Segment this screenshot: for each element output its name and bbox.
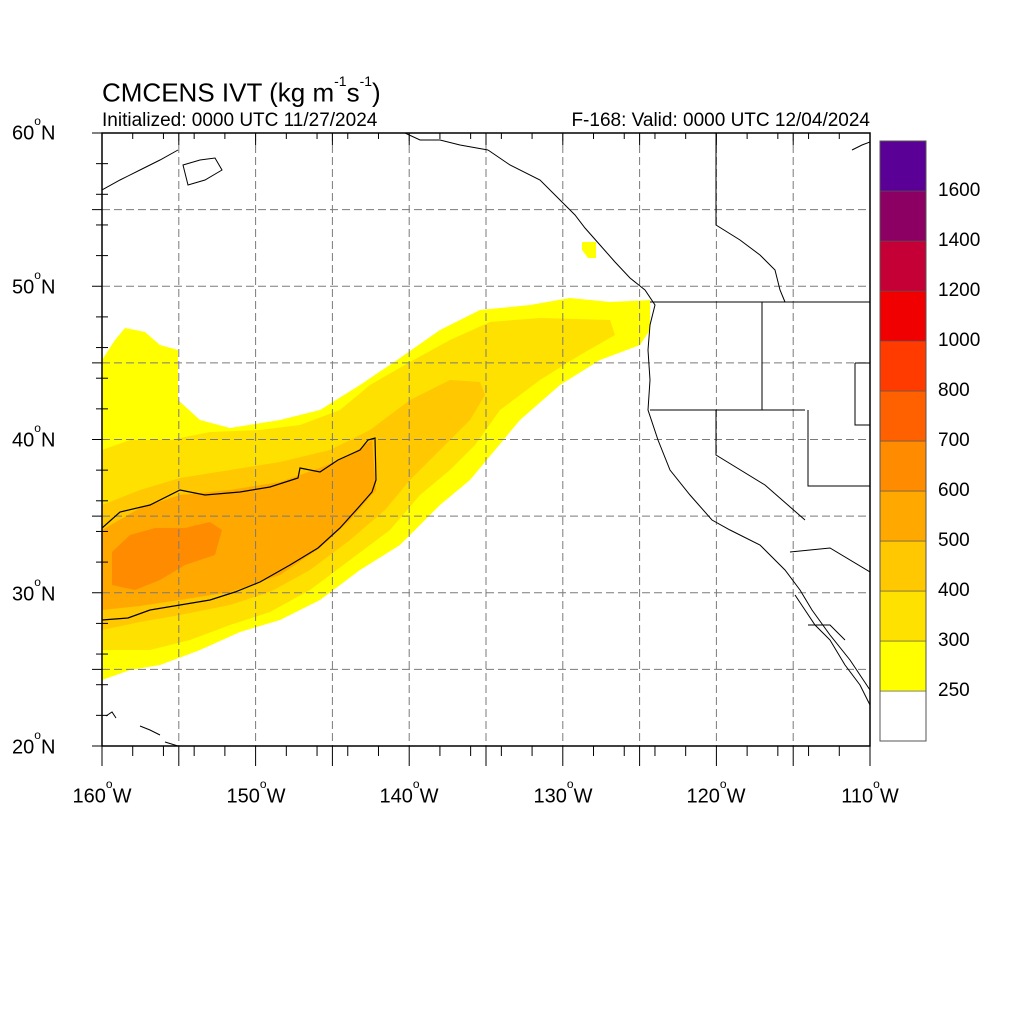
lat-label: 40oN <box>12 421 56 452</box>
coastline-segment <box>487 149 870 691</box>
ivt-contour <box>102 437 377 621</box>
colorbar-box <box>879 240 927 292</box>
colorbar-label: 800 <box>938 380 970 401</box>
ivt-region <box>112 522 222 590</box>
colorbar-box <box>879 440 927 492</box>
coastline-segment <box>715 410 806 521</box>
colorbar-label: 500 <box>938 530 970 551</box>
colorbar-label: 250 <box>938 680 970 701</box>
coastline-segment <box>794 594 870 706</box>
lat-label: 60oN <box>12 114 56 145</box>
colorbar-box <box>879 340 927 392</box>
ivt-region <box>582 242 596 258</box>
colorbar-box <box>879 490 927 542</box>
coastline-segment <box>404 133 489 151</box>
colorbar-box <box>879 190 927 242</box>
ivt-shading <box>102 242 650 680</box>
lon-label: 160oW <box>72 777 132 808</box>
colorbar-box <box>879 540 927 592</box>
colorbar-label: 1000 <box>938 330 981 351</box>
lon-label: 130oW <box>533 777 593 808</box>
lon-label: 110oW <box>841 777 899 808</box>
coastline-segment <box>789 547 870 573</box>
lon-label: 120oW <box>686 777 746 808</box>
colorbar-box <box>879 290 927 342</box>
colorbar-label: 1200 <box>938 280 981 301</box>
colorbar-box <box>879 640 927 692</box>
valid-time-label: F-168: Valid: 0000 UTC 12/04/2024 <box>571 110 870 131</box>
lon-label: 140oW <box>379 777 439 808</box>
colorbar-label: 600 <box>938 480 970 501</box>
coastline-segment <box>807 410 870 487</box>
lon-label: 150oW <box>226 777 286 808</box>
colorbar <box>879 140 927 742</box>
contour-500-line <box>102 437 377 621</box>
colorbar-label: 700 <box>938 430 970 451</box>
coastline-segment <box>102 149 179 191</box>
coastline-segment <box>715 133 786 303</box>
coastlines-and-borders <box>102 133 870 746</box>
lat-label: 20oN <box>12 728 56 759</box>
colorbar-box <box>879 140 927 192</box>
coastline-segment <box>105 711 117 719</box>
colorbar-box <box>879 690 927 742</box>
colorbar-frame <box>879 140 927 742</box>
lat-lon-grid <box>102 133 870 746</box>
colorbar-box <box>879 590 927 642</box>
coastline-segment <box>851 141 870 151</box>
coastline-segment <box>139 725 161 736</box>
coastline-segment <box>808 624 846 641</box>
colorbar-label: 300 <box>938 630 970 651</box>
coastline-segment <box>182 157 223 186</box>
axis-ticks <box>92 132 871 766</box>
lat-label: 50oN <box>12 268 56 299</box>
init-time-label: Initialized: 0000 UTC 11/27/2024 <box>102 110 378 131</box>
coastline-segment <box>854 363 870 426</box>
colorbar-box <box>879 390 927 442</box>
colorbar-label: 1400 <box>938 230 981 251</box>
colorbar-label: 1600 <box>938 180 981 201</box>
lat-label: 30oN <box>12 575 56 606</box>
chart-title: CMCENS IVT (kg m-1s-1) <box>102 73 381 108</box>
colorbar-label: 400 <box>938 580 970 601</box>
